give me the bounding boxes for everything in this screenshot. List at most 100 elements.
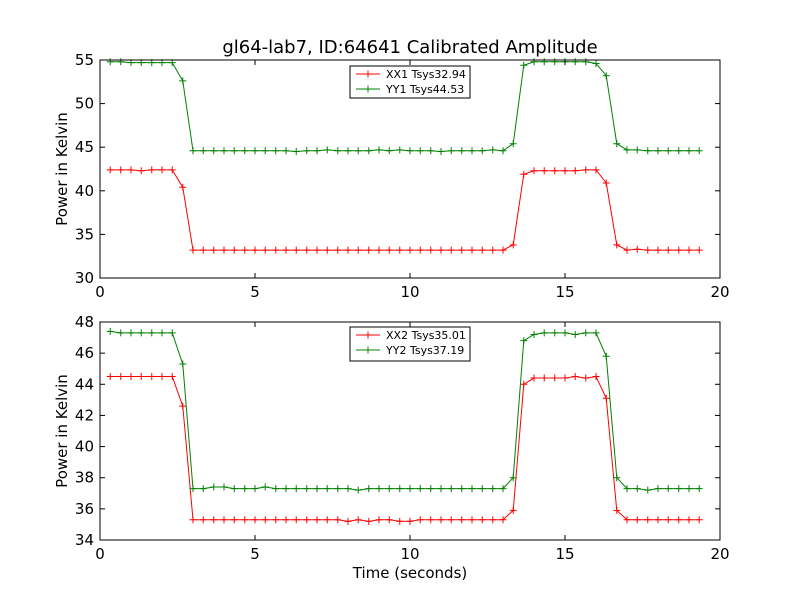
data-point (478, 485, 486, 493)
data-point (447, 246, 455, 254)
data-point (272, 147, 280, 155)
data-point (158, 166, 166, 174)
data-point (365, 147, 373, 155)
data-point (499, 246, 507, 254)
data-point (158, 373, 166, 380)
y-tick-label: 36 (75, 500, 94, 518)
y-tick-label: 55 (75, 51, 94, 69)
data-point (189, 516, 197, 524)
data-point (385, 516, 393, 524)
data-point (427, 516, 435, 524)
data-point (179, 77, 187, 85)
data-point (241, 246, 249, 254)
data-point (292, 246, 300, 254)
data-point (675, 246, 683, 254)
data-point (396, 246, 404, 254)
data-point (458, 147, 466, 155)
y-tick-label: 46 (75, 344, 94, 362)
data-point (230, 246, 238, 254)
data-point (685, 516, 693, 524)
data-point (106, 373, 114, 380)
legend-label: XX2 Tsys35.01 (386, 329, 466, 342)
data-point (137, 373, 145, 380)
data-point (561, 167, 569, 175)
data-point (106, 166, 114, 174)
data-point (675, 147, 683, 155)
data-point (365, 246, 373, 254)
data-point (561, 329, 569, 337)
y-tick-label: 35 (75, 225, 94, 243)
data-point (375, 246, 383, 254)
data-point (499, 485, 507, 493)
data-point (303, 485, 311, 493)
data-point (385, 485, 393, 493)
data-point (695, 516, 703, 524)
data-point (334, 246, 342, 254)
data-point (561, 374, 569, 382)
data-point (623, 516, 631, 524)
data-point (644, 486, 652, 494)
data-point (179, 360, 187, 368)
data-point (427, 246, 435, 254)
x-tick-label: 20 (710, 545, 729, 563)
x-tick-label: 5 (250, 283, 260, 301)
data-point (520, 61, 528, 69)
data-point (179, 402, 187, 410)
y-tick-label: 45 (75, 138, 94, 156)
data-point (571, 330, 579, 338)
data-point (520, 170, 528, 178)
y-tick-label: 44 (75, 375, 94, 393)
data-point (633, 516, 641, 524)
data-point (117, 373, 125, 380)
data-point (354, 516, 362, 524)
data-point (427, 147, 435, 155)
data-point (478, 147, 486, 155)
data-point (664, 147, 672, 155)
data-point (437, 516, 445, 524)
data-point (323, 485, 331, 493)
y-tick-label: 42 (75, 406, 94, 424)
data-point (230, 147, 238, 155)
x-tick-label: 10 (400, 283, 419, 301)
data-point (602, 352, 610, 360)
data-point (685, 246, 693, 254)
data-point (375, 485, 383, 493)
data-point (644, 516, 652, 524)
data-point (623, 246, 631, 254)
legend-marker (364, 331, 372, 339)
data-point (695, 147, 703, 155)
data-point (375, 146, 383, 154)
data-point (509, 474, 517, 482)
data-point (344, 485, 352, 493)
data-point (540, 329, 548, 337)
data-point (406, 147, 414, 155)
legend-label: XX1 Tsys32.94 (386, 68, 466, 81)
data-point (406, 517, 414, 525)
data-point (117, 329, 125, 337)
data-point (406, 246, 414, 254)
x-tick-label: 5 (250, 545, 260, 563)
data-point (117, 166, 125, 174)
data-point (520, 380, 528, 388)
data-point (499, 147, 507, 155)
data-point (344, 517, 352, 525)
data-point (179, 183, 187, 191)
y-tick-label: 50 (75, 95, 94, 113)
data-point (148, 373, 156, 380)
data-point (664, 516, 672, 524)
data-point (303, 516, 311, 524)
data-point (199, 147, 207, 155)
data-point (168, 166, 176, 174)
y-tick-label: 30 (75, 269, 94, 287)
y-tick-label: 40 (75, 438, 94, 456)
data-point (509, 140, 517, 148)
data-point (592, 373, 600, 380)
data-point (602, 179, 610, 187)
data-point (530, 374, 538, 382)
data-point (623, 485, 631, 493)
data-point (220, 246, 228, 254)
x-tick-label: 15 (555, 283, 574, 301)
data-point (313, 516, 321, 524)
data-point (251, 485, 259, 493)
